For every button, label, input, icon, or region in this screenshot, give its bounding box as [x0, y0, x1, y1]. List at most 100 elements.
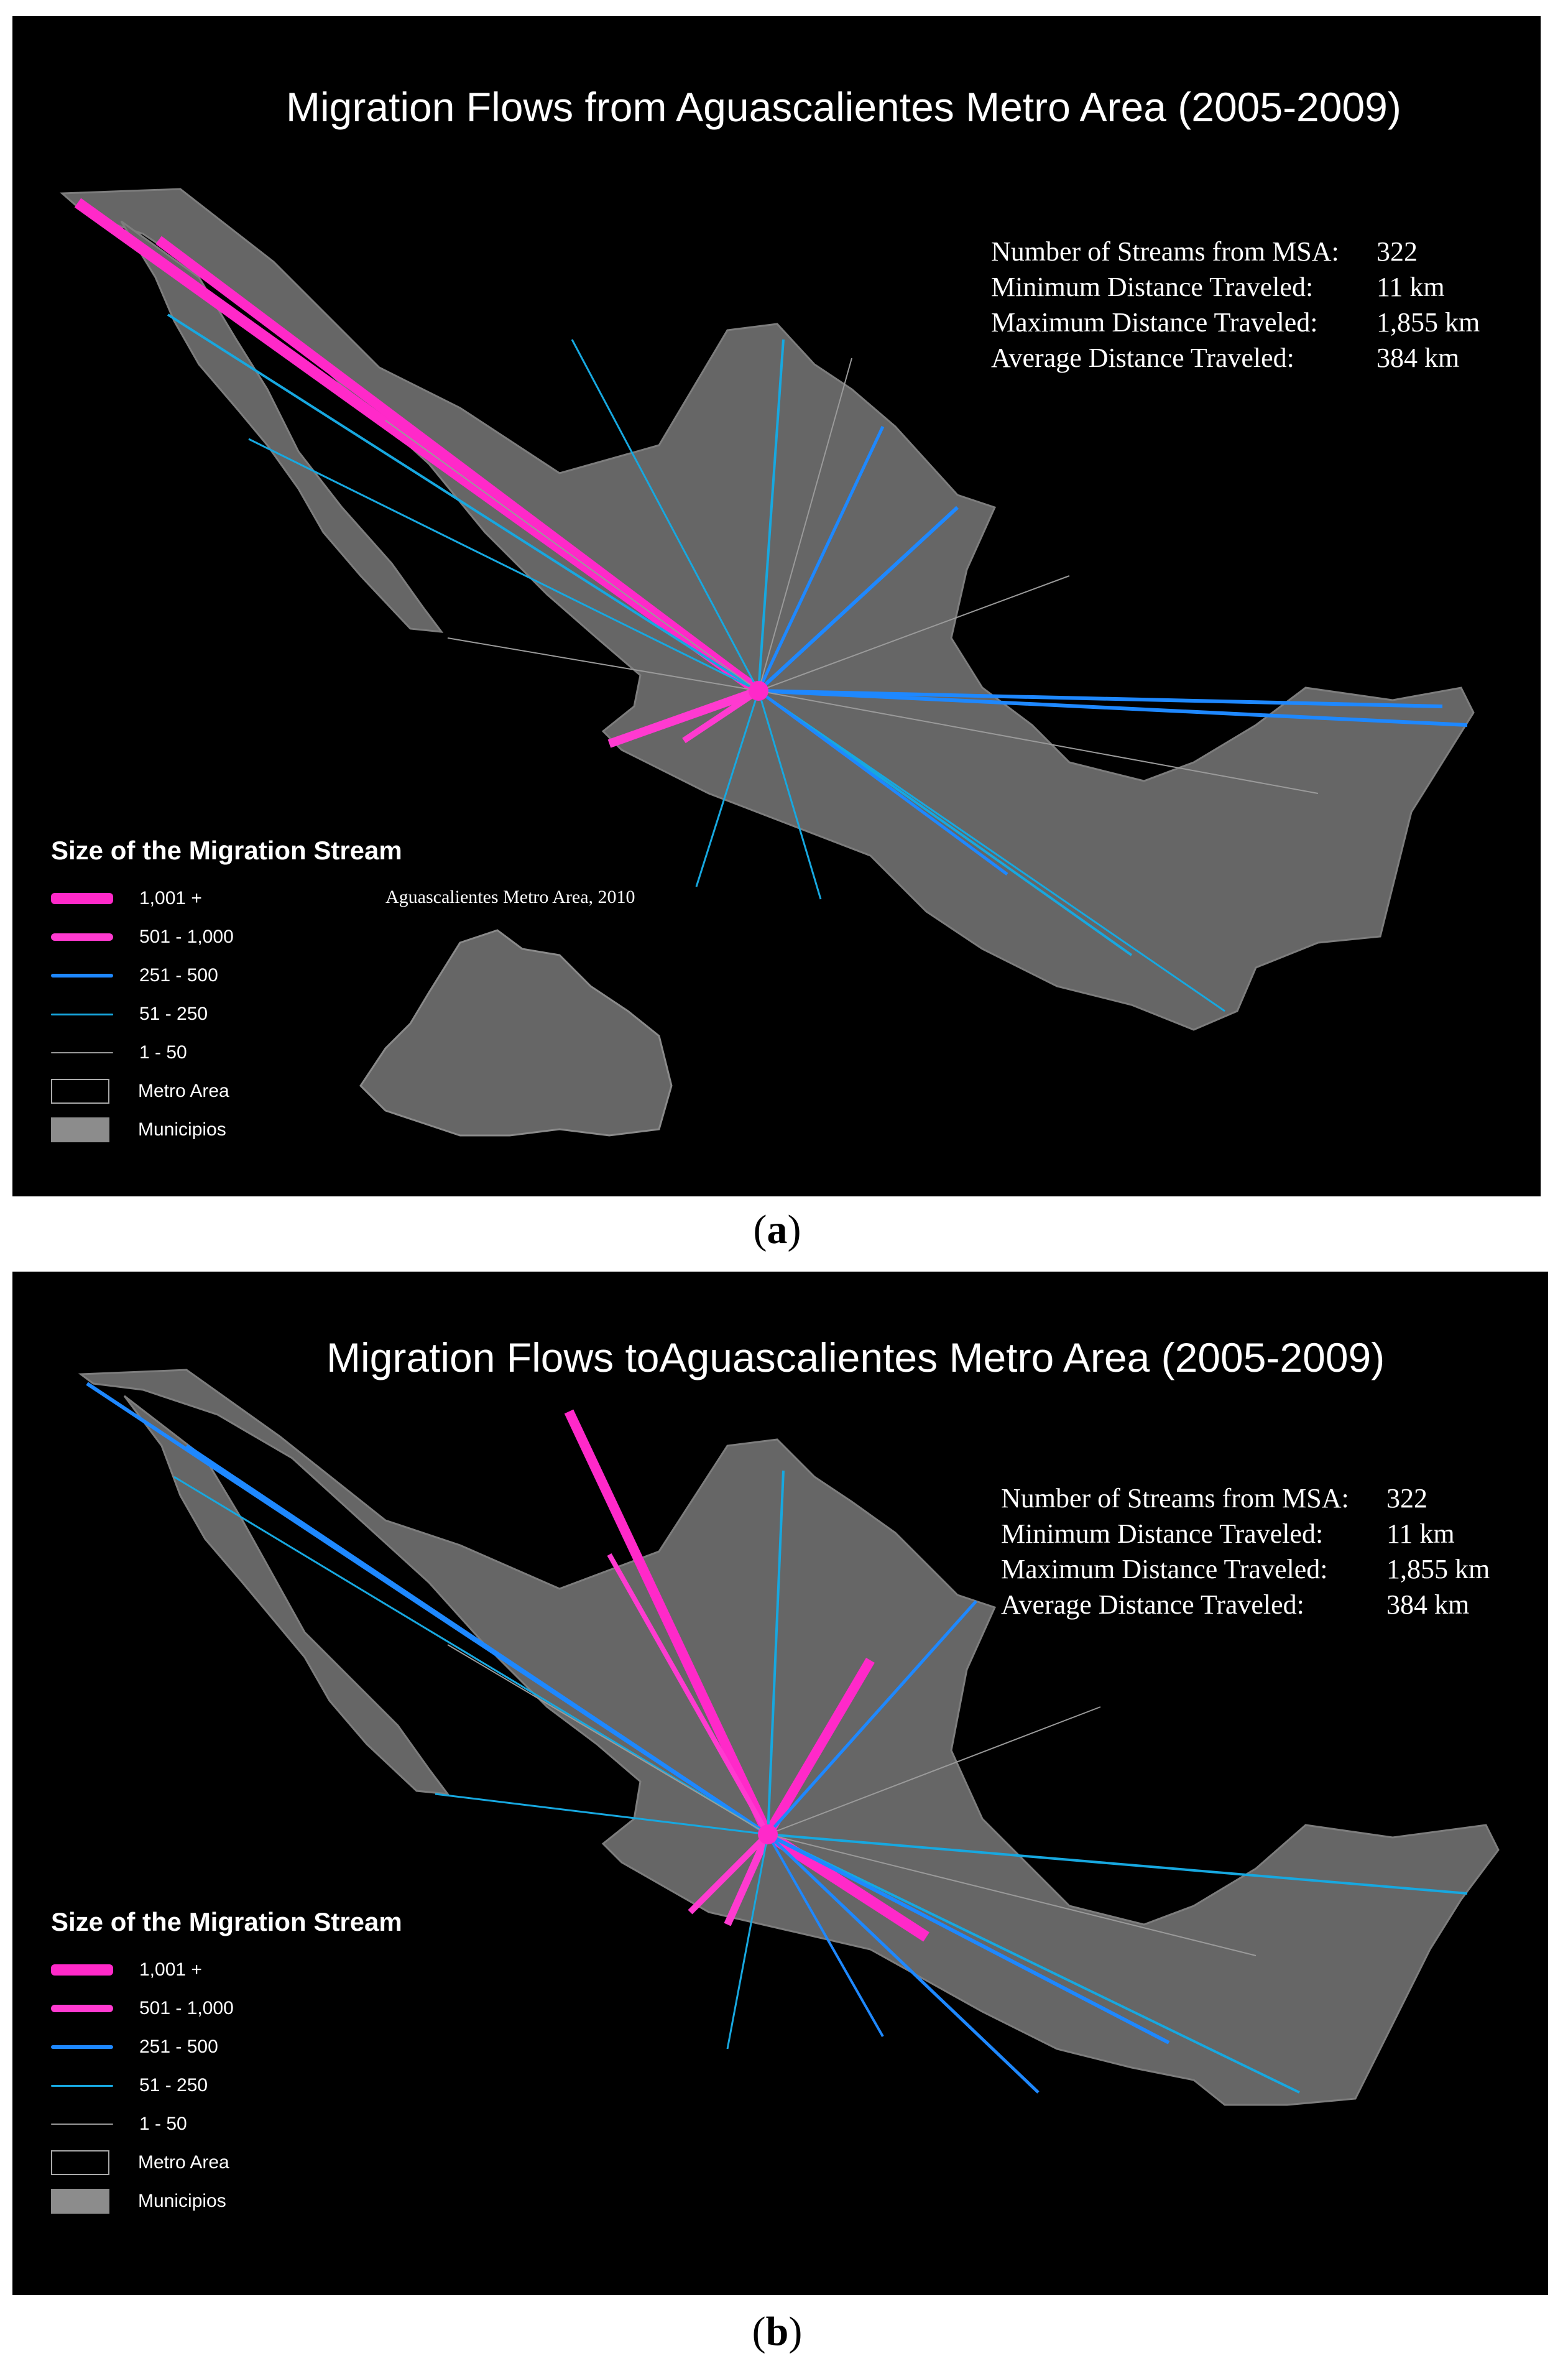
flow-line — [173, 1476, 768, 1836]
legend: Size of the Migration Stream 1,001 + 501… — [51, 836, 402, 1149]
legend-label: Municipios — [138, 2191, 226, 2211]
legend-label: 51 - 250 — [139, 2075, 208, 2096]
legend-item-1001-plus: 1,001 + — [51, 879, 402, 918]
legend-label: Metro Area — [138, 1081, 229, 1101]
stat-label: Minimum Distance Traveled: — [991, 272, 1314, 302]
panel-label-b: (b) — [715, 2308, 839, 2355]
flow-line — [758, 358, 852, 691]
destination-node — [758, 1824, 778, 1844]
flow-line — [757, 506, 959, 693]
flow-line — [385, 420, 759, 691]
legend-label: Metro Area — [138, 2152, 229, 2173]
legend-item-1-50: 1 - 50 — [51, 2105, 402, 2143]
stat-label: Minimum Distance Traveled: — [1001, 1518, 1324, 1549]
legend-swatch — [51, 933, 113, 941]
baja-california-peninsula — [120, 220, 444, 633]
legend-swatch — [51, 893, 113, 904]
flow-line — [763, 1657, 875, 1837]
flow-line — [765, 1829, 929, 1942]
flow-line — [767, 1470, 785, 1835]
flow-line — [767, 1834, 884, 2037]
legend-label: 1,001 + — [139, 1959, 202, 1980]
stat-label: Average Distance Traveled: — [991, 343, 1294, 373]
stat-value: 322 — [1377, 236, 1418, 267]
panel-letter: a — [767, 1207, 788, 1252]
legend-swatch — [51, 2124, 113, 2125]
legend-label: 251 - 500 — [139, 965, 218, 986]
stat-value: 1,855 km — [1377, 307, 1480, 338]
flow-line — [758, 690, 1225, 1012]
flow-line — [167, 313, 760, 692]
flow-line — [758, 689, 1468, 727]
flow-line — [435, 1793, 768, 1836]
flow-line — [757, 689, 1008, 876]
legend-swatch — [51, 1079, 109, 1104]
stat-value: 11 km — [1386, 1518, 1455, 1549]
legend-label: 1 - 50 — [139, 1042, 187, 1063]
stat-value: 384 km — [1386, 1589, 1470, 1620]
flow-line — [767, 1833, 1300, 2094]
legend-label: 1 - 50 — [139, 2114, 187, 2134]
legend-swatch — [51, 2084, 113, 2087]
stat-label: Maximum Distance Traveled: — [991, 307, 1318, 338]
legend-item-51-250: 51 - 250 — [51, 2066, 402, 2105]
flow-line — [688, 1832, 770, 1915]
legend-item-1001-plus: 1,001 + — [51, 1951, 402, 1989]
panel-letter: b — [765, 2309, 789, 2354]
legend-label: 1,001 + — [139, 888, 202, 908]
flow-lines-a — [74, 198, 1468, 1012]
flow-line — [767, 1600, 977, 1836]
stat-value: 11 km — [1377, 272, 1445, 302]
flow-line — [767, 1833, 1468, 1895]
flow-line — [248, 438, 759, 692]
map-title: Migration Flows from Aguascalientes Metr… — [286, 84, 1401, 130]
stat-row-streams: Number of Streams from MSA: 322 — [991, 234, 1480, 269]
stats-block: Number of Streams from MSA: 322 Minimum D… — [991, 234, 1480, 376]
stat-value: 1,855 km — [1386, 1554, 1490, 1584]
stat-value: 322 — [1386, 1483, 1427, 1514]
mexico-flow-map-b — [78, 1369, 1500, 2106]
inset-aguascalientes — [359, 929, 673, 1137]
legend-label: Municipios — [138, 1119, 226, 1140]
flow-line — [695, 690, 760, 887]
flow-line — [767, 1706, 1101, 1835]
legend-item-metro-area: Metro Area — [51, 1072, 402, 1111]
map-title: Migration Flows toAguascalientes Metro A… — [326, 1334, 1385, 1380]
legend-item-501-1000: 501 - 1,000 — [51, 1989, 402, 2028]
origin-node — [749, 681, 768, 701]
flow-line — [185, 1444, 769, 1836]
legend-swatch — [51, 2045, 113, 2049]
flow-line — [758, 689, 1443, 708]
flow-line — [724, 1833, 772, 1926]
paren-open: ( — [752, 2309, 766, 2354]
flow-line — [564, 1409, 773, 1837]
stat-label: Maximum Distance Traveled: — [1001, 1554, 1328, 1584]
legend-title: Size of the Migration Stream — [51, 836, 402, 865]
legend-item-251-500: 251 - 500 — [51, 956, 402, 995]
mexico-flow-map-a — [60, 188, 1475, 1137]
legend-label: 51 - 250 — [139, 1004, 208, 1024]
paren-close: ) — [787, 1207, 801, 1252]
flow-line — [447, 637, 759, 691]
flow-line — [682, 688, 760, 744]
legend-label: 501 - 1,000 — [139, 927, 234, 947]
legend-swatch — [51, 2005, 113, 2012]
stat-row-max-distance: Maximum Distance Traveled: 1,855 km — [991, 305, 1480, 340]
inset-label: Aguascalientes Metro Area, 2010 — [385, 887, 635, 907]
flow-line — [757, 339, 785, 691]
flow-line — [757, 690, 822, 900]
flow-line — [758, 575, 1070, 691]
legend-swatch — [51, 2150, 109, 2175]
legend-swatch — [51, 2189, 109, 2214]
legend-swatch — [51, 1117, 109, 1142]
legend-item-251-500: 251 - 500 — [51, 2028, 402, 2066]
map-panel-b: Migration Flows toAguascalientes Metro A… — [12, 1272, 1548, 2295]
stat-row-min-distance: Minimum Distance Traveled: 11 km — [991, 269, 1480, 305]
stat-row-streams: Number of Streams from MSA: 322 — [1001, 1481, 1490, 1516]
mexico-landmass — [60, 188, 1475, 1031]
flow-line — [767, 1833, 1170, 2045]
flow-lines-b — [86, 1382, 1468, 2094]
stat-label: Number of Streams from MSA: — [1001, 1483, 1349, 1514]
stat-row-avg-distance: Average Distance Traveled: 384 km — [991, 340, 1480, 376]
flow-line — [607, 1553, 770, 1836]
